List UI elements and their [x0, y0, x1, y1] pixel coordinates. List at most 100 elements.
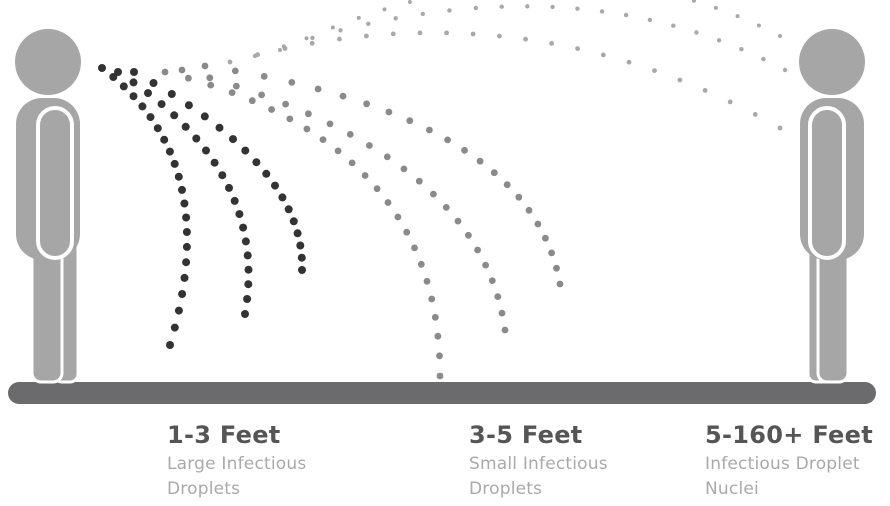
droplet-dot	[515, 193, 523, 201]
droplet-dot	[356, 15, 361, 20]
droplet-dot	[497, 33, 502, 39]
droplet-dot	[244, 265, 253, 274]
zone-label-1-3-feet: 1-3 Feet Large Infectious Droplets	[167, 420, 306, 502]
droplet-dot	[575, 6, 580, 11]
droplet-dot	[420, 11, 425, 17]
droplet-dot	[348, 159, 356, 167]
droplet-dot	[488, 277, 496, 284]
droplet-dot	[346, 131, 354, 138]
droplet-dot	[178, 66, 186, 74]
droplet-dot	[178, 185, 186, 194]
droplet-dot	[241, 310, 249, 318]
droplet-dot	[417, 30, 423, 36]
droplet-dot	[415, 177, 423, 185]
droplet-dot	[390, 31, 396, 37]
droplet-dot	[434, 332, 442, 340]
floor-bar	[8, 382, 876, 404]
droplet-dot	[281, 44, 287, 49]
droplet-dot	[98, 64, 106, 72]
droplet-dot	[575, 46, 580, 51]
droplet-dot	[461, 146, 468, 154]
droplet-dot	[393, 16, 398, 21]
droplet-dot	[778, 34, 782, 38]
droplet-dot	[119, 82, 128, 91]
droplet-dot	[109, 73, 118, 81]
droplet-dot	[181, 122, 190, 131]
droplet-dot	[626, 59, 632, 65]
zone-title: 5-160+ Feet	[705, 421, 873, 449]
zone-title: 1-3 Feet	[167, 421, 281, 449]
droplet-dot	[735, 14, 740, 19]
droplet-dot	[230, 196, 239, 205]
droplet-dot	[428, 295, 436, 303]
droplet-dot	[542, 234, 549, 242]
droplet-dot	[623, 12, 629, 18]
droplet-dot	[501, 326, 509, 334]
droplet-dot	[400, 165, 408, 173]
droplet-dot	[282, 100, 289, 108]
droplet-dot	[129, 78, 138, 87]
zone-title: 3-5 Feet	[469, 421, 583, 449]
droplet-dot	[436, 372, 444, 380]
droplet-dot	[339, 92, 347, 100]
droplet-dot	[383, 153, 391, 161]
droplet-dot	[114, 68, 122, 76]
droplet-dot	[182, 213, 191, 222]
person-left-icon	[15, 29, 81, 384]
droplet-dot	[146, 113, 155, 122]
droplet-dot	[503, 181, 511, 189]
droplet-dot	[326, 120, 334, 128]
droplet-dot	[166, 341, 174, 349]
droplet-dot	[201, 62, 209, 70]
droplet-dot	[523, 36, 528, 42]
droplet-dot	[180, 273, 189, 282]
droplet-dot	[407, 0, 412, 4]
droplet-dot	[444, 136, 451, 144]
droplet-dot	[782, 67, 788, 73]
droplet-dot	[182, 242, 191, 251]
droplet-dot	[525, 4, 530, 9]
droplet-dot	[411, 244, 418, 252]
droplet-dot	[252, 53, 258, 59]
droplet-dot	[297, 253, 306, 262]
droplet-dot	[130, 68, 138, 76]
droplet-dot	[482, 261, 489, 269]
droplet-dot	[178, 290, 187, 298]
droplet-dot	[652, 68, 657, 73]
droplet-dot	[218, 171, 227, 180]
droplet-dot	[727, 99, 733, 105]
droplet-dot	[692, 0, 696, 3]
droplet-dot	[298, 266, 306, 274]
droplet-dot	[447, 8, 452, 13]
droplet-dot	[271, 181, 279, 190]
droplet-dot	[184, 101, 193, 110]
droplet-dot	[192, 134, 201, 143]
droplet-dot	[231, 67, 239, 75]
droplet-dot	[430, 190, 437, 198]
droplet-dot	[248, 97, 256, 105]
droplet-dot	[319, 136, 327, 144]
droplet-dot	[200, 112, 209, 121]
droplet-dot	[498, 309, 506, 317]
droplet-dot	[363, 100, 370, 108]
droplet-dot	[366, 21, 371, 26]
droplet-dot	[262, 169, 271, 178]
droplet-dot	[677, 77, 683, 83]
droplet-dot	[600, 52, 606, 58]
zone-description: Droplets	[167, 479, 241, 499]
zone-description: Droplets	[469, 479, 543, 499]
droplet-dot	[364, 33, 369, 39]
droplet-dot	[470, 31, 476, 37]
droplet-dot	[278, 193, 287, 202]
droplet-dot	[499, 4, 504, 9]
droplet-dot	[296, 241, 305, 250]
droplet-dot	[244, 280, 253, 289]
droplet-dot	[241, 237, 250, 246]
droplet-dot	[138, 102, 147, 111]
droplet-dot	[207, 81, 215, 89]
droplet-dot	[550, 4, 555, 10]
droplet-dot	[153, 124, 162, 133]
droplet-dot	[309, 40, 315, 46]
droplet-dot	[174, 306, 183, 315]
zone-description: Nuclei	[705, 479, 759, 499]
